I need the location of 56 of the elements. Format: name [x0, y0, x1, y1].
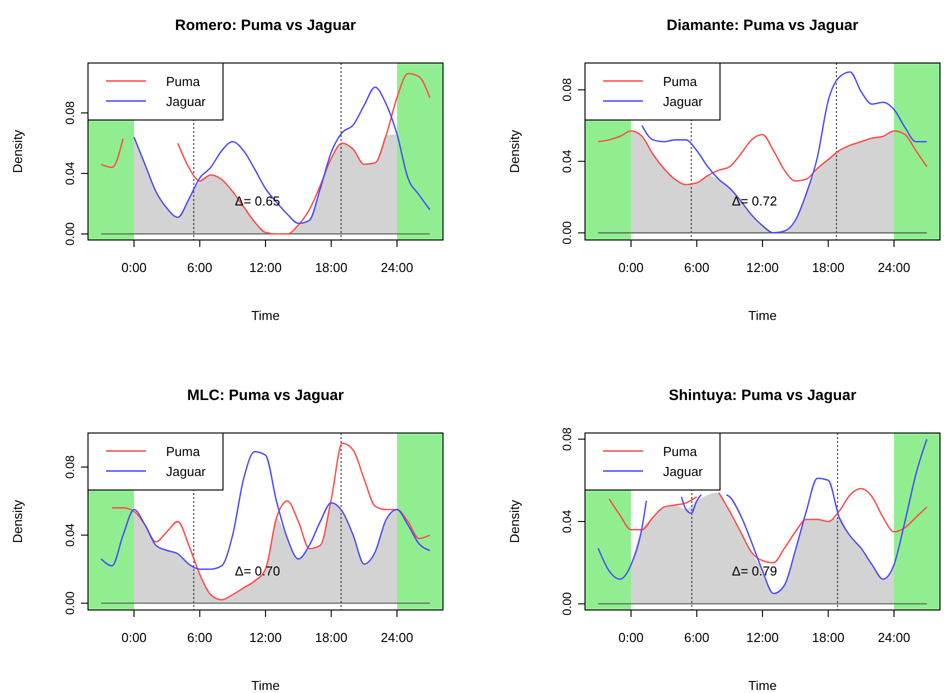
x-tick-label: 24:00 [878, 260, 910, 275]
legend-label: Puma [166, 74, 201, 89]
x-tick-label: 12:00 [249, 630, 282, 645]
x-axis-title: Time [748, 678, 777, 693]
x-tick-label: 6:00 [187, 630, 212, 645]
x-tick-label: 12:00 [746, 630, 779, 645]
y-tick-label: 0.00 [560, 592, 574, 616]
legend-label: Jaguar [663, 464, 704, 479]
legend-label: Puma [166, 444, 201, 459]
x-axis-title: Time [251, 678, 280, 693]
x-tick-label: 18:00 [812, 630, 845, 645]
line-series [597, 130, 928, 186]
x-tick-label: 24:00 [878, 630, 910, 645]
legend-label: Jaguar [166, 94, 206, 109]
chart-title: Diamante: Puma vs Jaguar [666, 17, 859, 34]
chart-title: MLC: Puma vs Jaguar [187, 387, 344, 404]
x-tick-label: 6:00 [684, 630, 710, 645]
x-tick-label: 18:00 [812, 260, 845, 275]
legend-label: Puma [663, 74, 698, 89]
y-tick-label: 0.08 [560, 427, 574, 451]
legend-label: Jaguar [663, 94, 704, 109]
x-tick-label: 24:00 [380, 260, 414, 275]
chart-title: Shintuya: Puma vs Jaguar [668, 387, 856, 404]
x-axis-title: Time [748, 308, 777, 323]
y-axis-title: Density [507, 129, 522, 174]
x-tick-label: 24:00 [380, 630, 414, 645]
x-tick-label: 12:00 [746, 260, 779, 275]
x-tick-label: 6:00 [187, 260, 212, 275]
y-tick-label: 0.00 [63, 591, 77, 615]
legend-label: Jaguar [166, 464, 206, 479]
line-series [641, 71, 928, 234]
y-axis-title: Density [507, 499, 522, 544]
y-tick-label: 0.04 [63, 161, 77, 186]
line-series [133, 86, 431, 224]
y-axis-title: Density [10, 129, 25, 174]
x-tick-label: 0:00 [121, 260, 147, 275]
y-tick-label: 0.00 [63, 222, 77, 246]
y-tick-label: 0.04 [63, 523, 77, 547]
y-tick-label: 0.00 [560, 220, 574, 245]
y-tick-label: 0.08 [63, 455, 77, 479]
x-tick-label: 18:00 [314, 260, 348, 275]
y-tick-label: 0.08 [63, 100, 77, 125]
x-tick-label: 18:00 [314, 630, 348, 645]
legend-label: Puma [663, 444, 698, 459]
x-tick-label: 12:00 [249, 260, 282, 275]
x-tick-label: 0:00 [618, 260, 644, 275]
line-series [111, 442, 431, 600]
y-tick-label: 0.04 [560, 149, 574, 174]
y-tick-label: 0.08 [560, 78, 574, 102]
x-axis-title: Time [251, 308, 280, 323]
chart-title: Romero: Puma vs Jaguar [175, 17, 356, 34]
x-tick-label: 6:00 [684, 260, 710, 275]
x-tick-label: 0:00 [121, 630, 147, 645]
x-tick-label: 0:00 [618, 630, 644, 645]
y-tick-label: 0.04 [560, 510, 574, 534]
y-axis-title: Density [10, 499, 25, 544]
